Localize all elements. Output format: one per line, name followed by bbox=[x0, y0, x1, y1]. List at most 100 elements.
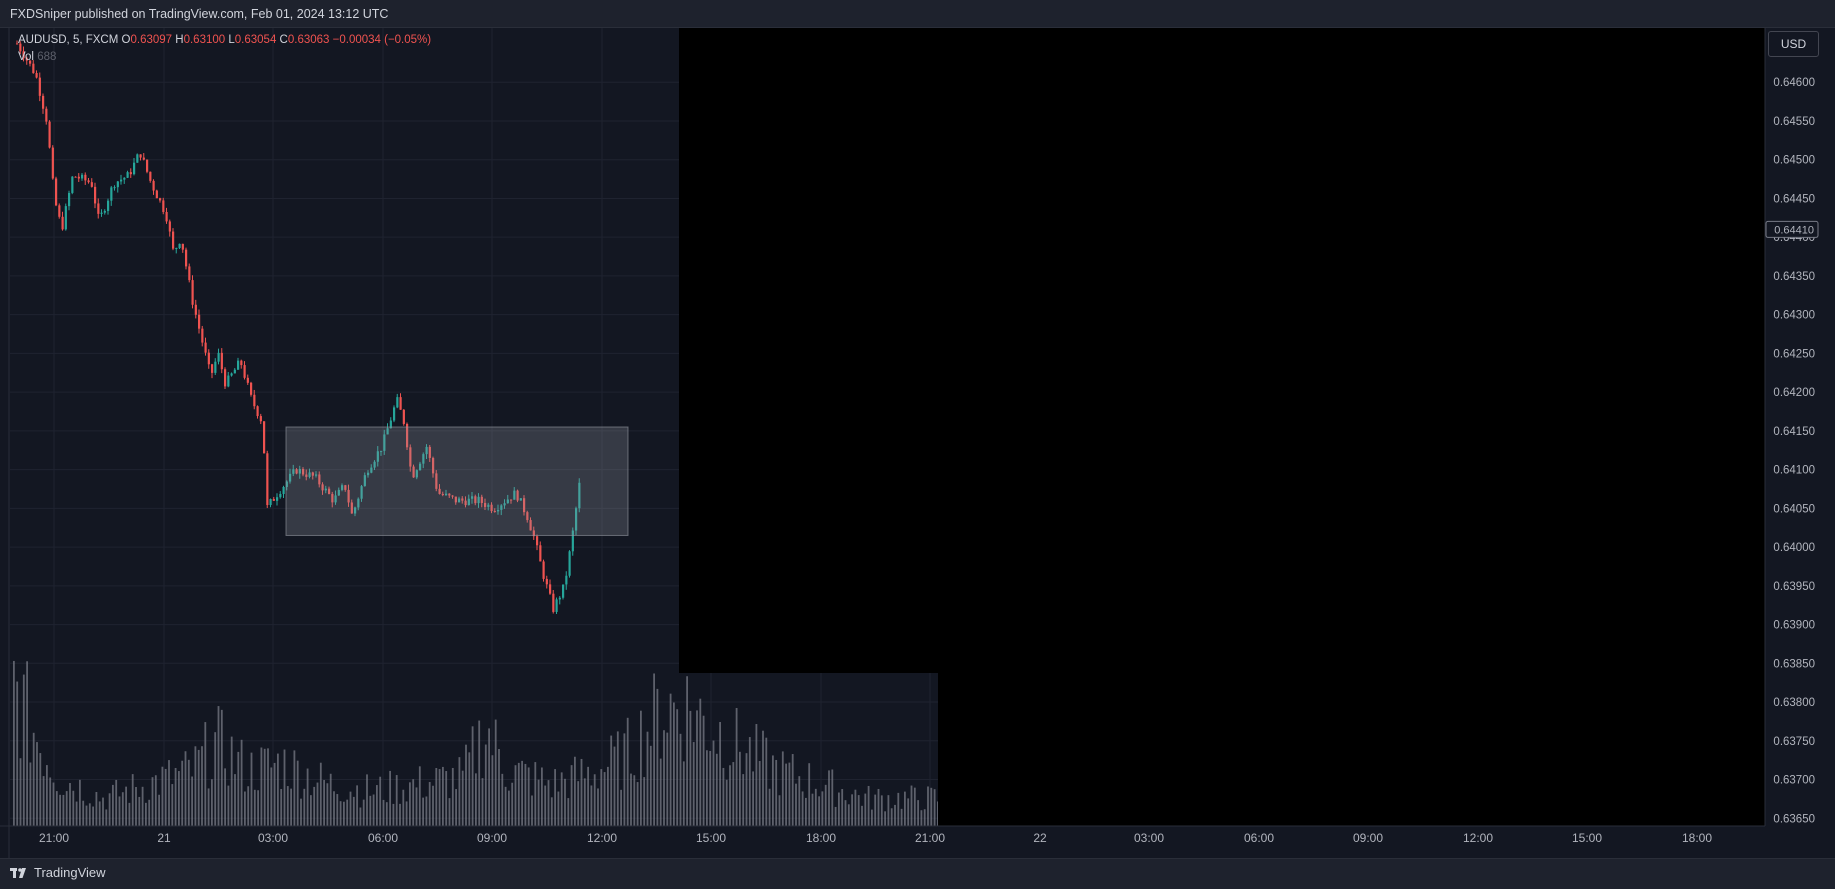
volume-bar bbox=[521, 760, 523, 826]
candle-body bbox=[87, 180, 90, 183]
candle-body bbox=[526, 512, 529, 521]
volume-bar bbox=[399, 803, 401, 826]
price-axis-label: 0.63950 bbox=[1773, 581, 1815, 593]
candle-body bbox=[38, 77, 41, 96]
volume-bar bbox=[257, 790, 259, 826]
time-axis-label: 15:00 bbox=[1572, 831, 1602, 845]
range-box[interactable] bbox=[285, 426, 629, 536]
volume-bar bbox=[725, 779, 728, 826]
volume-bar bbox=[445, 771, 448, 826]
candle-body bbox=[256, 406, 259, 417]
candle-body bbox=[129, 172, 132, 175]
volume-bar bbox=[471, 726, 474, 826]
volume-bar bbox=[171, 784, 174, 826]
volume-bar bbox=[82, 800, 85, 826]
volume-bar bbox=[151, 777, 154, 826]
volume-bar bbox=[689, 710, 692, 826]
volume-bar bbox=[141, 786, 144, 826]
candle-body bbox=[298, 468, 301, 474]
candle-body bbox=[136, 154, 139, 163]
candle-body bbox=[289, 473, 292, 482]
volume-bar bbox=[379, 776, 382, 826]
volume-bar bbox=[508, 790, 510, 826]
volume-value: 688 bbox=[37, 51, 57, 63]
volume-bar bbox=[917, 800, 919, 826]
volume-bar bbox=[55, 791, 58, 826]
candle-body bbox=[536, 536, 539, 546]
volume-bar bbox=[425, 796, 428, 826]
volume-bar bbox=[765, 737, 768, 826]
volume-bar bbox=[880, 795, 883, 826]
volume-bar bbox=[481, 778, 484, 826]
volume-bar bbox=[920, 810, 923, 826]
volume-bar bbox=[458, 757, 461, 826]
open-value: 0.63097 bbox=[130, 34, 173, 46]
symbol-label[interactable]: AUDUSD, 5, FXCM bbox=[18, 34, 119, 46]
volume-bar bbox=[46, 765, 48, 826]
volume-bar bbox=[768, 788, 771, 826]
volume-bar bbox=[673, 702, 675, 826]
candle-body bbox=[503, 503, 506, 506]
candle-body bbox=[120, 179, 123, 182]
candle-body bbox=[155, 190, 158, 199]
volume-bar bbox=[649, 745, 652, 826]
volume-bar bbox=[488, 728, 490, 826]
candle-body bbox=[555, 599, 558, 612]
candle-body bbox=[451, 495, 454, 497]
candle-body bbox=[331, 493, 334, 503]
volume-bar bbox=[451, 767, 454, 826]
volume-bar bbox=[224, 768, 226, 826]
price-axis-label: 0.64150 bbox=[1773, 426, 1815, 438]
volume-bar bbox=[504, 786, 507, 826]
volume-bar bbox=[913, 787, 916, 826]
candle-body bbox=[191, 280, 194, 305]
candlestick-chart[interactable]: 0.646000.645500.645000.644500.644000.643… bbox=[0, 28, 1835, 858]
volume-bar bbox=[468, 752, 471, 826]
volume-bar bbox=[267, 748, 269, 826]
candle-body bbox=[19, 43, 22, 52]
tradingview-logo[interactable]: TradingView bbox=[10, 865, 106, 880]
volume-bar bbox=[300, 798, 302, 826]
price-axis-label: 0.63900 bbox=[1773, 620, 1815, 632]
tradingview-logo-text: TradingView bbox=[34, 865, 106, 880]
price-axis-label: 0.64350 bbox=[1773, 271, 1815, 283]
volume-bar bbox=[603, 772, 606, 826]
candle-body bbox=[165, 211, 168, 222]
volume-bar bbox=[844, 800, 847, 826]
volume-bar bbox=[692, 742, 695, 826]
candle-body bbox=[419, 463, 422, 471]
volume-bar bbox=[395, 775, 398, 826]
currency-button[interactable]: USD bbox=[1768, 31, 1819, 57]
volume-bar bbox=[781, 751, 784, 826]
volume-bar bbox=[491, 755, 494, 826]
candle-body bbox=[490, 504, 493, 512]
candle-body bbox=[188, 266, 191, 281]
time-axis-label: 18:00 bbox=[1682, 831, 1712, 845]
candle-body bbox=[224, 369, 227, 387]
volume-label[interactable]: Vol bbox=[18, 51, 34, 63]
volume-bar bbox=[118, 796, 121, 826]
candle-body bbox=[146, 159, 149, 172]
candle-body bbox=[409, 447, 412, 467]
volume-bar bbox=[346, 799, 349, 826]
volume-bar bbox=[359, 807, 362, 826]
current-price-tag[interactable] bbox=[1765, 220, 1819, 238]
volume-bar bbox=[369, 795, 372, 826]
volume-bar bbox=[333, 791, 335, 826]
candle-body bbox=[42, 95, 45, 109]
candle-body bbox=[539, 545, 542, 562]
time-axis-label: 15:00 bbox=[696, 831, 726, 845]
volume-bar bbox=[323, 780, 325, 826]
candle-body bbox=[175, 248, 178, 250]
volume-bar bbox=[296, 760, 299, 826]
chart-area[interactable]: 0.64600 0.64550 0.64500 0.64450 0.64400 0.643… bbox=[0, 28, 1835, 858]
volume-bar bbox=[864, 793, 867, 826]
volume-bar bbox=[125, 786, 127, 826]
volume-bar bbox=[762, 730, 764, 826]
volume-bar bbox=[861, 805, 863, 826]
candle-body bbox=[237, 360, 240, 370]
volume-bar bbox=[857, 795, 860, 826]
candle-body bbox=[370, 467, 373, 473]
candle-body bbox=[448, 493, 451, 496]
volume-bar bbox=[524, 763, 527, 826]
